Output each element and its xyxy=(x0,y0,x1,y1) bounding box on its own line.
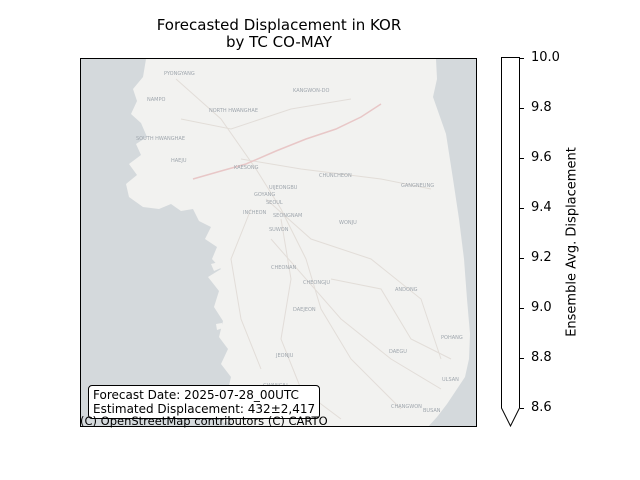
label-cheongju: CHEONGJU xyxy=(303,280,330,286)
label-cheonan: CHEONAN xyxy=(271,265,297,271)
colorbar-tick-label: 8.6 xyxy=(531,400,552,415)
forecast-date: Forecast Date: 2025-07-28_00UTC xyxy=(93,388,299,402)
label-south-hwanghae: SOUTH HWANGHAE xyxy=(136,136,185,142)
colorbar-tick-label: 9.0 xyxy=(531,300,552,315)
label-daegu: DAEGU xyxy=(389,349,407,355)
label-kaesong: KAESONG xyxy=(234,165,259,171)
label-andong: ANDONG xyxy=(395,287,418,293)
dmz-border xyxy=(192,103,382,180)
label-seoul: SEOUL xyxy=(266,200,283,206)
colorbar-tick-mark xyxy=(520,258,524,259)
label-goyang: GOYANG xyxy=(254,192,275,198)
island xyxy=(211,262,221,271)
colorbar-tick-label: 8.8 xyxy=(531,350,552,365)
label-changwon: CHANGWON xyxy=(391,404,422,410)
title-line-2: by TC CO-MAY xyxy=(225,33,332,51)
colorbar-tick-mark xyxy=(520,358,524,359)
colorbar-label: Ensemble Avg. Displacement xyxy=(564,147,580,337)
label-north-hwanghae: NORTH HWANGHAE xyxy=(209,108,258,114)
label-nampo: NAMPO xyxy=(147,97,165,103)
colorbar-tick-mark xyxy=(520,408,524,409)
label-pyongyang: PYONGYANG xyxy=(164,71,195,77)
title-line-1: Forecasted Displacement in KOR xyxy=(156,16,402,34)
map-panel[interactable]: PYONGYANG NAMPO NORTH HWANGHAE SOUTH HWA… xyxy=(80,58,477,427)
colorbar-tick-mark xyxy=(520,58,524,59)
label-gangneung: GANGNEUNG xyxy=(401,183,434,189)
colorbar-tick-label: 9.8 xyxy=(531,100,552,115)
label-ulsan: ULSAN xyxy=(442,377,459,383)
colorbar xyxy=(501,57,520,428)
colorbar-tick-label: 9.6 xyxy=(531,150,552,165)
label-chuncheon: CHUNCHEON xyxy=(319,173,352,179)
colorbar-tick-label: 10.0 xyxy=(531,50,560,65)
chart-title: Forecasted Displacement in KOR by TC CO-… xyxy=(80,17,478,51)
colorbar-tick-mark xyxy=(520,158,524,159)
label-wonju: WONJU xyxy=(339,220,357,226)
label-daejeon: DAEJEON xyxy=(293,307,316,313)
colorbar-tick-label: 9.2 xyxy=(531,250,552,265)
map-attribution: (C) OpenStreetMap contributors (C) CARTO xyxy=(80,414,328,428)
colorbar-tick-mark xyxy=(520,308,524,309)
label-kangwon: KANGWON-DO xyxy=(293,88,330,94)
estimated-displacement: Estimated Displacement: 432±2,417 xyxy=(93,402,316,416)
forecast-info-box: Forecast Date: 2025-07-28_00UTC Estimate… xyxy=(88,385,321,419)
label-uijeongbu: UIJEONGBU xyxy=(269,185,298,191)
basemap: PYONGYANG NAMPO NORTH HWANGHAE SOUTH HWA… xyxy=(126,59,470,426)
colorbar-bar xyxy=(501,57,520,428)
label-suwon: SUWON xyxy=(269,227,289,233)
label-seongnam: SEONGNAM xyxy=(273,213,302,219)
label-haeju: HAEJU xyxy=(171,158,187,164)
colorbar-tick-mark xyxy=(520,208,524,209)
label-incheon: INCHEON xyxy=(243,210,267,216)
label-pohang: POHANG xyxy=(441,335,463,341)
label-busan: BUSAN xyxy=(423,408,441,414)
island xyxy=(216,323,223,330)
colorbar-tick-label: 9.4 xyxy=(531,200,552,215)
colorbar-tick-mark xyxy=(520,108,524,109)
label-jeonju: JEONJU xyxy=(275,353,294,359)
